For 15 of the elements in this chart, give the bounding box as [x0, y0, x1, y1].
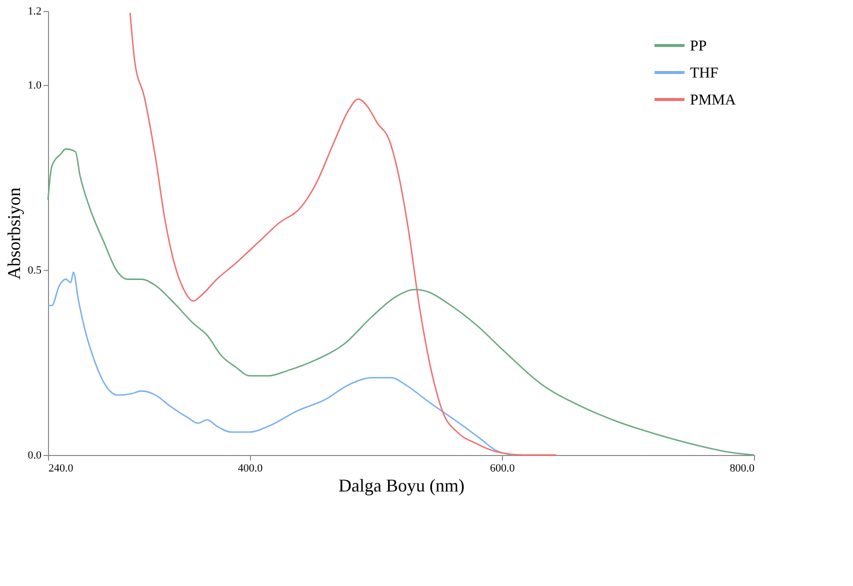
x-tick-label: 400.0 — [238, 462, 264, 474]
line-series — [129, 12, 557, 456]
y-tick-label: 1.0 — [28, 80, 42, 92]
x-tick-label: 600.0 — [490, 462, 516, 474]
x-tick-label: 240.0 — [48, 462, 74, 474]
line-series — [47, 272, 515, 456]
x-tick-label: 800.0 — [730, 462, 755, 474]
x-axis-title: Dalga Boyu (nm) — [338, 476, 464, 496]
y-tick-label: 0.0 — [28, 450, 42, 462]
legend-label: THF — [690, 66, 718, 82]
y-tick-label: 1.2 — [28, 6, 42, 18]
legend-label: PMMA — [690, 92, 736, 108]
legend-label: PP — [690, 38, 707, 54]
y-tick-label: 0.5 — [28, 264, 42, 276]
y-axis-title: Absorbsiyon — [4, 187, 24, 280]
